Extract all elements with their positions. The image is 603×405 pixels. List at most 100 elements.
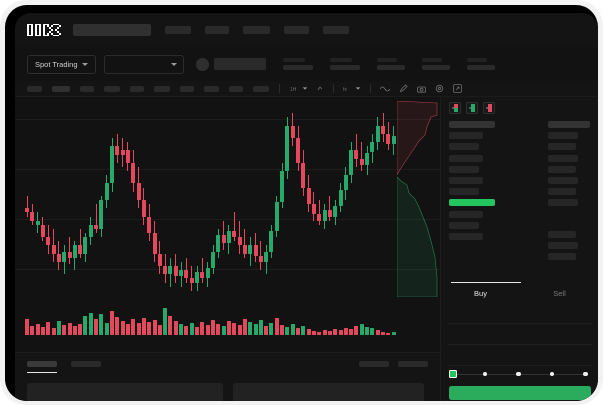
volume-bar bbox=[237, 325, 242, 335]
bottom-tab-order-history[interactable] bbox=[71, 361, 101, 367]
orderbook-row[interactable] bbox=[548, 165, 576, 173]
wave-icon[interactable] bbox=[380, 85, 390, 92]
volume-bar bbox=[141, 318, 146, 335]
bottom-tab-open-orders[interactable] bbox=[27, 361, 57, 374]
tab-sell-label: Sell bbox=[553, 288, 566, 298]
orderbook-row[interactable] bbox=[449, 165, 479, 173]
bottom-action-2[interactable] bbox=[398, 361, 428, 367]
volume-bar bbox=[274, 318, 279, 335]
volume-bar bbox=[306, 329, 311, 335]
toolbar-btn-7[interactable] bbox=[180, 85, 194, 92]
toolbar-btn-2[interactable] bbox=[52, 85, 70, 92]
volume-bar bbox=[391, 332, 396, 335]
orderbook-rows[interactable] bbox=[441, 118, 598, 286]
toolbar-btn-1[interactable] bbox=[27, 85, 42, 92]
chart-toolbar-buttons bbox=[27, 85, 269, 92]
orderbook-left-column bbox=[449, 121, 495, 244]
tab-sell[interactable]: Sell bbox=[520, 283, 598, 303]
volume-bar bbox=[83, 316, 88, 335]
volume-bar bbox=[296, 328, 301, 335]
orderbook-row[interactable] bbox=[449, 210, 483, 218]
fullscreen-icon[interactable] bbox=[453, 84, 462, 93]
orderbook-row[interactable] bbox=[449, 221, 479, 229]
volume-bar bbox=[62, 325, 67, 335]
volume-bar bbox=[110, 311, 115, 335]
toolbar-btn-9[interactable] bbox=[229, 85, 243, 92]
nav-item-4[interactable] bbox=[284, 26, 309, 34]
orderbook-mode-asks-icon[interactable] bbox=[483, 102, 495, 114]
order-total-field[interactable] bbox=[447, 345, 593, 366]
bottom-action-1[interactable] bbox=[359, 361, 389, 367]
order-amount-field[interactable] bbox=[447, 324, 593, 345]
orderbook-mode-both-icon[interactable] bbox=[449, 102, 461, 114]
bottom-panel-right bbox=[233, 383, 424, 401]
orderbook-row[interactable] bbox=[548, 199, 578, 207]
orderbook-row[interactable] bbox=[548, 154, 578, 162]
toolbar-btn-6[interactable] bbox=[154, 85, 170, 92]
toolbar-btn-5[interactable] bbox=[130, 85, 144, 92]
interval-icon[interactable]: 1H bbox=[290, 85, 308, 93]
orderbook-row[interactable] bbox=[548, 252, 576, 260]
slider-stop-75[interactable] bbox=[549, 371, 555, 377]
slider-stop-25[interactable] bbox=[482, 371, 488, 377]
active-tab-underline bbox=[451, 282, 521, 284]
settings-icon[interactable] bbox=[435, 84, 444, 93]
slider-stop-100[interactable] bbox=[583, 371, 588, 377]
slider-handle[interactable] bbox=[449, 370, 457, 378]
orderbook-row[interactable] bbox=[548, 188, 576, 196]
orderbook-row[interactable] bbox=[548, 121, 590, 128]
toolbar-btn-10[interactable] bbox=[253, 85, 269, 92]
nav-item-3[interactable] bbox=[243, 26, 270, 34]
volume-bar bbox=[211, 320, 215, 335]
tab-buy-label: Buy bbox=[474, 288, 487, 298]
volume-bar bbox=[67, 323, 72, 335]
volume-bar bbox=[184, 326, 189, 335]
orderbook-row[interactable] bbox=[449, 188, 479, 196]
indicators-icon[interactable]: fx bbox=[343, 85, 361, 93]
stat-high-24h bbox=[376, 58, 405, 70]
nav-item-1[interactable] bbox=[165, 26, 191, 34]
orderbook-row[interactable] bbox=[449, 121, 495, 128]
toolbar-btn-8[interactable] bbox=[204, 85, 219, 92]
chart-toolbar: 1H fx bbox=[15, 81, 598, 97]
stat-volume-24h-label bbox=[466, 58, 487, 62]
slider-stop-50[interactable] bbox=[516, 371, 521, 377]
orderbook-row[interactable] bbox=[449, 232, 483, 240]
chart-type-icon[interactable] bbox=[317, 85, 324, 92]
volume-bar bbox=[147, 322, 152, 335]
orderbook-row[interactable] bbox=[548, 241, 578, 249]
toolbar-btn-4[interactable] bbox=[104, 85, 120, 92]
chart-gridlines bbox=[15, 97, 440, 352]
volume-bar bbox=[349, 329, 354, 335]
okx-logo-icon[interactable] bbox=[27, 23, 63, 37]
candlestick-chart-pane[interactable] bbox=[15, 97, 440, 352]
order-price-field[interactable] bbox=[447, 303, 593, 324]
orderbook-row[interactable] bbox=[548, 176, 578, 184]
chart-gridline bbox=[15, 119, 440, 120]
pair-selector-dropdown[interactable] bbox=[103, 54, 184, 74]
orderbook-row-highlighted[interactable] bbox=[449, 199, 495, 207]
toolbar-btn-3[interactable] bbox=[80, 85, 94, 92]
orderbook-row[interactable] bbox=[449, 154, 483, 162]
nav-item-2[interactable] bbox=[205, 26, 229, 34]
trading-mode-selector[interactable]: Spot Trading bbox=[27, 54, 96, 74]
volume-bar bbox=[30, 326, 35, 335]
nav-item-5[interactable] bbox=[323, 26, 349, 34]
orderbook-row[interactable] bbox=[548, 143, 576, 151]
orderbook-row[interactable] bbox=[548, 230, 576, 238]
orderbook-row[interactable] bbox=[449, 143, 479, 151]
orderbook-row[interactable] bbox=[449, 132, 483, 140]
tab-buy[interactable]: Buy bbox=[441, 283, 520, 303]
orderbook-mode-bids-icon[interactable] bbox=[466, 102, 478, 114]
market-stats bbox=[266, 58, 495, 70]
order-form-tabs: Buy Sell bbox=[441, 282, 598, 303]
submit-buy-button[interactable] bbox=[449, 386, 591, 400]
orderbook-row[interactable] bbox=[548, 132, 578, 140]
order-percent-slider[interactable] bbox=[449, 366, 591, 382]
pencil-icon[interactable] bbox=[399, 84, 408, 93]
orderbook-row[interactable] bbox=[449, 176, 483, 184]
search-input[interactable] bbox=[73, 24, 151, 36]
order-form: Buy Sell bbox=[441, 282, 598, 401]
camera-icon[interactable] bbox=[417, 85, 426, 93]
volume-bar bbox=[94, 319, 99, 335]
